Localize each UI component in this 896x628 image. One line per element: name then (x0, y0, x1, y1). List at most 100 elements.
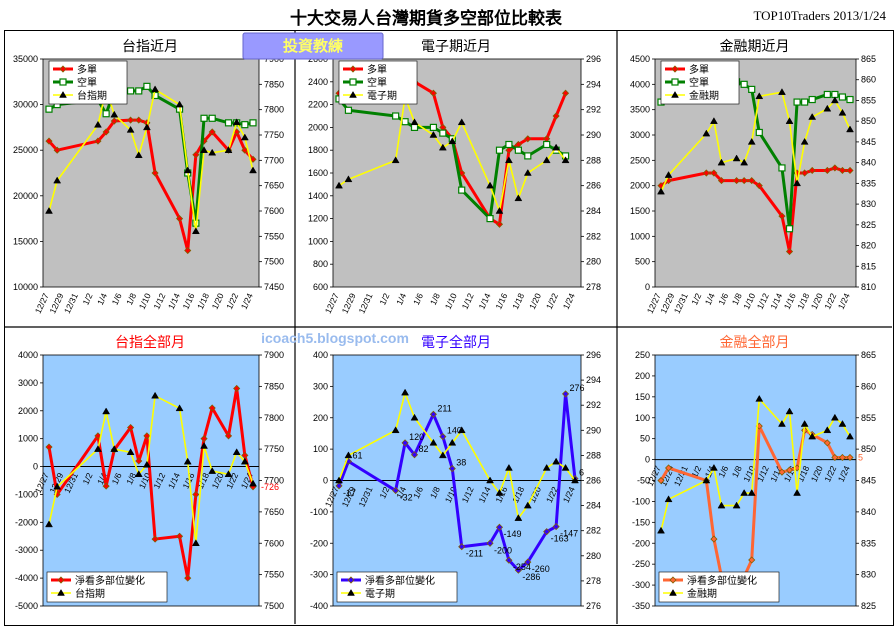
data-point (486, 476, 494, 484)
data-point (401, 439, 409, 447)
data-point (410, 118, 419, 126)
right-tick-label: 845 (861, 137, 876, 147)
data-point (249, 119, 257, 127)
data-point (561, 463, 570, 471)
data-label: -726 (261, 482, 279, 492)
data-point (45, 137, 53, 145)
legend-label: 空單 (367, 76, 387, 89)
right-tick-label: 7850 (264, 79, 284, 89)
right-tick-label: 835 (861, 178, 876, 188)
left-tick-label: -300 (632, 580, 650, 590)
data-point (709, 117, 718, 124)
data-point (102, 128, 110, 136)
data-point (846, 453, 854, 462)
data-label: -286 (522, 572, 540, 582)
data-point (349, 65, 357, 73)
data-point (175, 404, 184, 412)
data-point (143, 82, 151, 90)
data-point (514, 194, 523, 202)
left-tick-label: 200 (313, 413, 328, 423)
right-tick-label: 290 (586, 130, 601, 140)
left-tick-label: 1600 (308, 168, 328, 178)
data-point (808, 113, 817, 120)
data-point (347, 589, 355, 596)
data-point (232, 448, 241, 456)
data-point (542, 463, 551, 471)
data-point (224, 146, 233, 153)
data-point (457, 118, 466, 126)
data-point (702, 169, 710, 177)
data-point (671, 78, 679, 86)
data-point (102, 482, 110, 490)
data-point (486, 181, 494, 189)
right-tick-label: 288 (586, 450, 601, 460)
data-point (151, 85, 160, 93)
data-point (94, 137, 102, 145)
data-point (134, 151, 143, 159)
data-point (249, 166, 257, 174)
left-tick-label: 0 (33, 462, 38, 472)
data-point (135, 116, 143, 124)
data-point (561, 89, 570, 97)
left-tick-label: 100 (313, 444, 328, 454)
x-tick-label: 1/24 (239, 291, 255, 310)
data-point (495, 489, 504, 496)
data-point (410, 413, 419, 421)
right-tick-label: 845 (861, 476, 876, 486)
series-line-台指期 (48, 394, 254, 545)
data-point (486, 215, 494, 223)
data-point (344, 451, 353, 459)
left-tick-label: -100 (310, 507, 328, 517)
data-point (94, 120, 102, 128)
right-tick-label: 278 (586, 282, 601, 292)
x-tick-label: 1/8 (428, 485, 442, 500)
data-point (823, 90, 831, 99)
legend-label: 電子期 (365, 588, 395, 600)
data-point (523, 501, 532, 509)
data-point (429, 410, 437, 418)
data-point (349, 78, 357, 86)
legend-label: 淨看多部位變化 (687, 574, 757, 587)
data-point (126, 125, 135, 133)
data-point (505, 140, 513, 149)
data-point (664, 495, 673, 503)
x-tick-label: 12/31 (672, 291, 690, 315)
chart-tx-all: 台指全部月 -5000 -4000 -3000 -2000 -1000 0 1000 2000 3… (15, 334, 284, 611)
data-point (838, 453, 847, 462)
data-label: 82 (419, 444, 429, 454)
data-point (438, 451, 447, 459)
data-point (524, 152, 532, 160)
left-tick-label: 2400 (308, 77, 328, 87)
x-tick-label: 1/12 (755, 291, 771, 310)
left-tick-label: 0 (645, 282, 650, 292)
left-tick-label: -100 (632, 496, 650, 506)
x-tick-label: 1/14 (166, 291, 182, 310)
data-point (429, 89, 437, 97)
data-point (208, 404, 216, 412)
right-tick-label: 7750 (264, 444, 284, 454)
data-point (838, 166, 847, 175)
data-point (59, 65, 67, 73)
data-point (808, 166, 816, 175)
right-tick-label: 286 (586, 476, 601, 486)
data-point (495, 207, 504, 214)
data-point (755, 182, 763, 190)
x-tick-label: 1/22 (544, 291, 560, 310)
data-point (241, 121, 249, 129)
data-point (732, 154, 741, 162)
data-point (800, 137, 809, 145)
x-tick-label: 1/2 (80, 291, 94, 306)
data-point (785, 407, 794, 415)
watermark: icoach5.blogspot.com (261, 330, 409, 346)
data-point (127, 423, 135, 432)
brand-badge: 投資教練 (242, 32, 384, 60)
left-tick-label: 20000 (13, 191, 38, 201)
data-point (448, 137, 457, 145)
data-point (102, 110, 110, 118)
data-point (717, 501, 726, 509)
x-tick-label: 1/24 (561, 291, 577, 310)
page-date: TOP10Traders 2013/1/24 (753, 8, 886, 23)
data-point (710, 169, 718, 177)
left-tick-label: -400 (310, 601, 328, 611)
data-point (748, 177, 756, 185)
